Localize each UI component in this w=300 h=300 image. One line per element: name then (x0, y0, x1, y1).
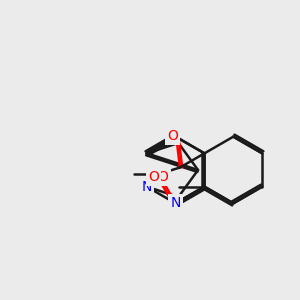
Text: N: N (142, 180, 152, 194)
Text: O: O (158, 170, 169, 184)
Text: O: O (148, 170, 159, 184)
Text: N: N (170, 196, 181, 210)
Text: O: O (167, 129, 178, 143)
